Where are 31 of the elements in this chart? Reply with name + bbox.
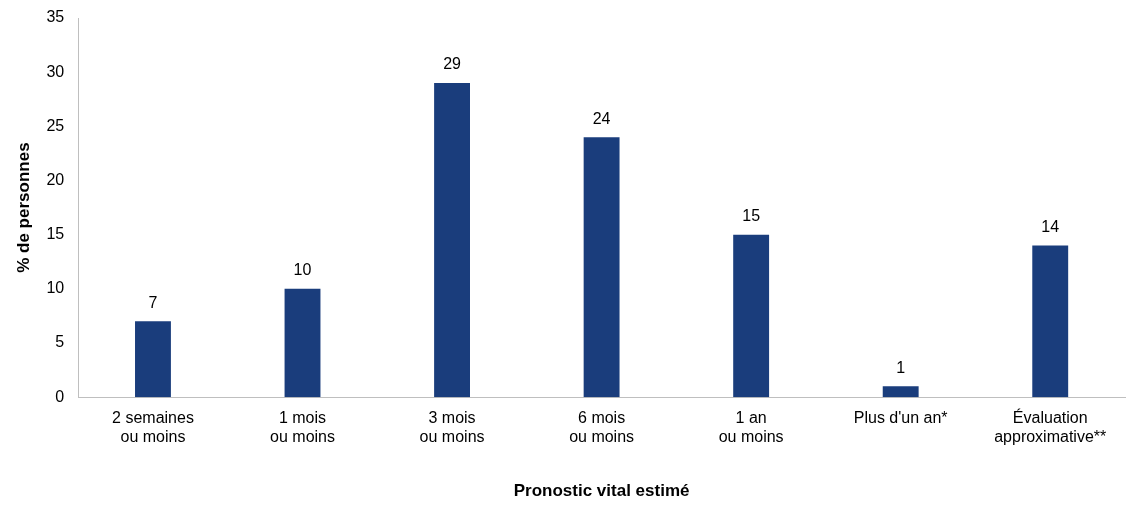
data-label: 29 (443, 55, 462, 73)
x-tick-label: 1 mois ou moins (270, 409, 335, 446)
y-tick-label: 10 (46, 279, 65, 297)
y-tick-label: 15 (46, 225, 65, 243)
y-tick-label: 0 (55, 387, 65, 405)
x-tick-label: Plus d'un an* (853, 409, 948, 427)
bar (1032, 245, 1069, 398)
y-axis-title: % de personnes (13, 142, 33, 273)
y-tick-label: 5 (55, 333, 65, 351)
data-label: 15 (742, 207, 761, 225)
x-tick-label: Évaluation approximative** (994, 408, 1107, 446)
y-tick-label: 20 (46, 170, 65, 188)
x-axis-title: Pronostic vital estimé (513, 481, 690, 501)
x-tick-label: 3 mois ou moins (419, 409, 485, 446)
bar (882, 386, 919, 398)
bar (434, 83, 470, 398)
bar (135, 321, 171, 398)
data-label: 24 (592, 109, 611, 127)
data-label: 1 (896, 358, 906, 376)
bar (583, 137, 620, 398)
y-tick-label: 25 (46, 116, 65, 134)
x-tick-label: 6 mois ou moins (569, 409, 635, 446)
x-tick-label: 1 an ou moins (718, 409, 784, 446)
data-label: 7 (148, 293, 158, 311)
bar (284, 288, 321, 398)
y-tick-label: 35 (46, 8, 65, 26)
bar (733, 234, 770, 398)
x-tick-label: 2 semaines ou moins (112, 409, 194, 446)
data-label: 14 (1041, 217, 1060, 235)
y-tick-label: 30 (46, 62, 65, 80)
data-label: 10 (293, 261, 312, 279)
